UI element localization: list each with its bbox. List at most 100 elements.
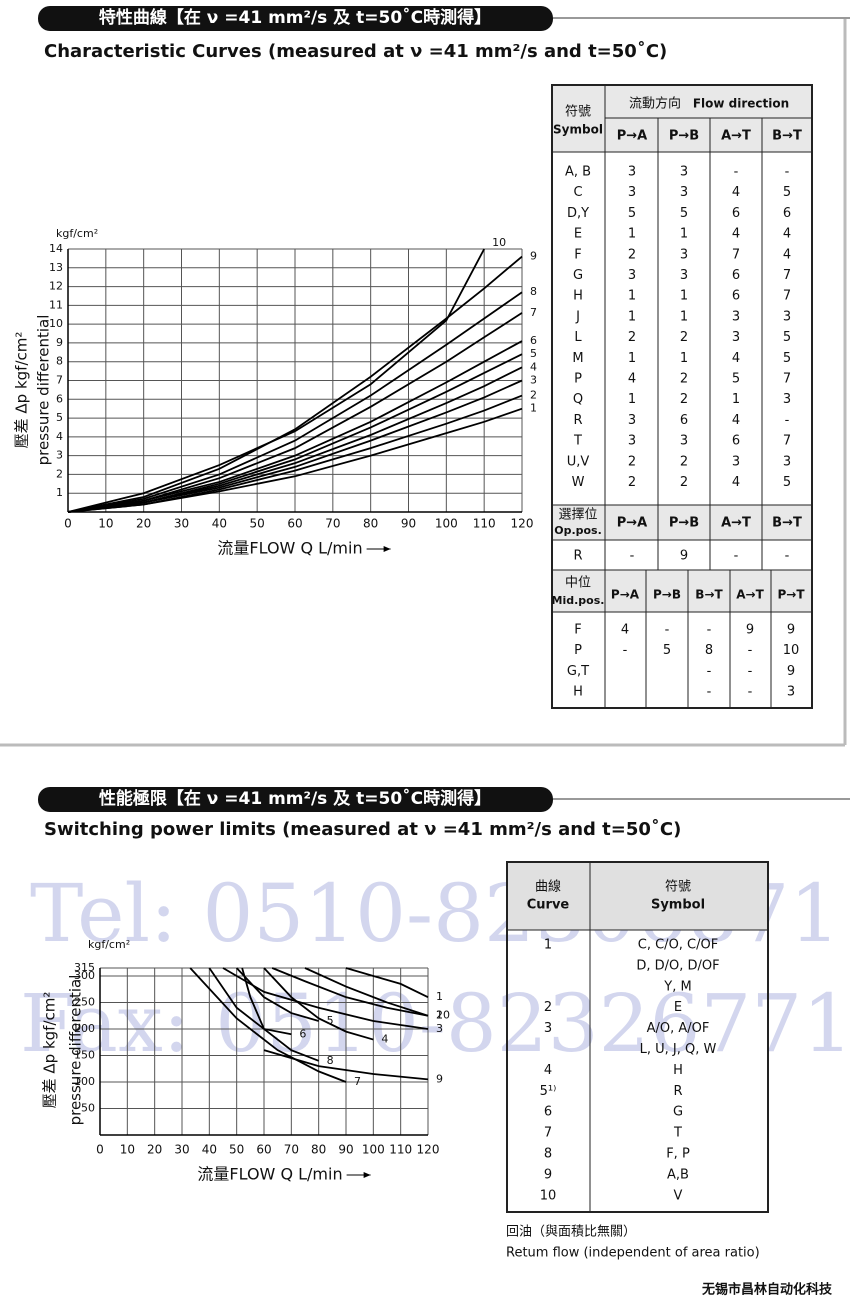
table-cell: A, B [565,165,591,180]
table-cell: 1 [680,289,688,304]
x-tick-label: 120 [417,1143,440,1157]
table-cell: 6 [732,434,740,449]
table-cell: 2 [680,475,688,490]
table-cell: 10 [783,643,800,658]
curve [67,353,523,513]
y-tick-label: 10 [49,317,63,330]
table-header: 曲線 [535,879,561,895]
x-arrow-head [363,1172,371,1178]
table-cell: E [674,1000,682,1015]
table-cell: H [573,685,583,700]
curve-label: 10 [492,236,506,249]
table-cell: 9 [787,664,795,679]
table-cell: 9 [746,623,754,638]
column-header: P→B [669,129,699,144]
table-cell: 4 [544,1063,552,1078]
table-cell: F [574,623,581,638]
table-cell: 1 [680,309,688,324]
table-header: Op.pos. [554,524,602,537]
curve-label: 5 [530,347,537,360]
table-cell: 7 [783,289,791,304]
y-tick-label: 300 [74,969,95,982]
table-header: Flow direction [693,97,789,111]
x-tick-label: 50 [250,517,265,531]
section-subtitle: Characteristic Curves (measured at ν =41… [44,40,667,62]
curve-label: 2 [530,389,537,402]
curve-label: 4 [381,1033,388,1046]
table-header: Curve [527,898,570,913]
y-tick-label: 7 [56,374,63,387]
table-cell: 5 [628,206,636,221]
table-cell: 3 [787,685,795,700]
column-header: B→T [772,516,802,531]
x-tick-label: 20 [136,517,151,531]
curve-label: 8 [327,1054,334,1067]
table-cell: 3 [628,434,636,449]
table-cell: 6 [732,268,740,283]
curve-label: 8 [530,285,537,298]
table-cell: D, D/O, D/OF [636,958,719,973]
table-cell: 5¹⁾ [540,1084,557,1099]
table-cell: R [573,549,582,564]
x-axis-label: 流量FLOW Q L/min [217,539,362,558]
table-header: Symbol [553,123,603,137]
curve-label: 7 [354,1075,361,1088]
table-cell: 4 [621,623,629,638]
curve-label: 3 [436,1022,443,1035]
table-cell: 1 [680,227,688,242]
table-cell: 3 [783,309,791,324]
table-cell: 3 [680,185,688,200]
curve-label: 4 [530,360,537,373]
table-cell: 3 [680,247,688,262]
y-tick-label: 315 [74,961,95,974]
table-cell: 1 [628,227,636,242]
table-cell: - [707,685,712,700]
y-tick-label: 150 [74,1048,95,1061]
table-cell: - [707,623,712,638]
table-cell: 3 [680,165,688,180]
table-cell: 3 [628,185,636,200]
table-cell: W [572,475,585,490]
curve-label: 1 [436,990,443,1003]
y-tick-label: 14 [49,242,63,255]
table-cell: H [573,289,583,304]
section-subtitle: Switching power limits (measured at ν =4… [44,818,681,840]
table-cell: 2 [680,392,688,407]
table-cell: - [707,664,712,679]
table-cell: - [623,643,628,658]
table-header: Symbol [651,898,705,913]
table-cell: C [573,185,582,200]
y-tick-label: 200 [74,1022,95,1035]
table-cell: 4 [783,227,791,242]
table-cell: 7 [783,268,791,283]
column-header: P→B [669,516,699,531]
curve-label: 9 [530,250,537,263]
column-header: P→A [617,516,647,531]
y-tick-label: 4 [56,430,63,443]
table-cell: 6 [783,206,791,221]
x-tick-label: 60 [256,1143,271,1157]
y-tick-label: 3 [56,449,63,462]
y-tick-label: 9 [56,336,63,349]
table-cell: E [574,227,582,242]
table-cell: C, C/O, C/OF [638,938,718,953]
x-tick-label: 100 [362,1143,385,1157]
table-cell: A,B [667,1167,689,1182]
table-header: 符號 [665,879,691,895]
curve-label: 2 [436,1009,443,1022]
table-cell: T [673,1126,682,1141]
curve-label: 1 [530,402,537,415]
table-cell: 6 [544,1105,552,1120]
table-cell: 4 [628,372,636,387]
table-cell: 1 [628,289,636,304]
table-cell: - [785,549,790,564]
table-cell: 8 [544,1147,552,1162]
table-cell: - [785,413,790,428]
table-cell: P [574,372,582,387]
table-cell: 3 [680,268,688,283]
x-tick-label: 0 [64,517,72,531]
table-cell: 3 [628,165,636,180]
table-cell: 1 [628,309,636,324]
x-tick-label: 60 [287,517,302,531]
table-cell: M [572,351,583,366]
